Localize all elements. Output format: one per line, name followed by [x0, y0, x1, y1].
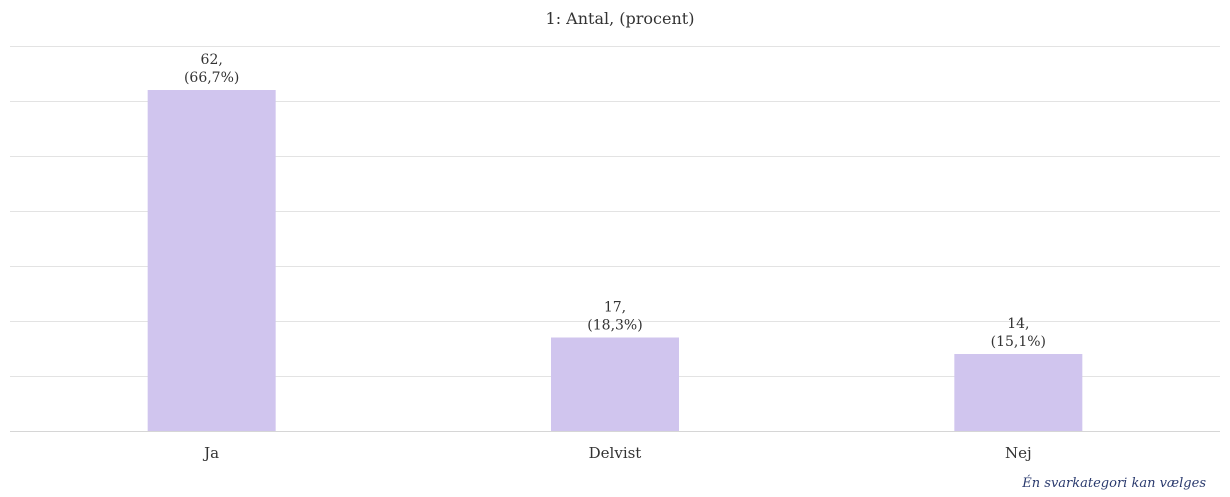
data-label-ja: 62, (66,7%) [184, 52, 239, 86]
data-labels-group: 62, (66,7%) 17, (18,3%) 14, (15,1%) [184, 52, 1046, 350]
bar-nej[interactable] [954, 354, 1083, 431]
data-label-delvist: 17, (18,3%) [587, 300, 642, 334]
category-label-ja: Ja [202, 444, 219, 462]
footnote: Én svarkategori kan vælges [1022, 476, 1206, 491]
data-label-nej: 14, (15,1%) [991, 316, 1046, 350]
category-label-nej: Nej [1005, 444, 1032, 462]
bar-ja[interactable] [147, 90, 276, 431]
category-label-delvist: Delvist [589, 444, 642, 462]
bars-group [147, 90, 1083, 432]
category-labels-group: Ja Delvist Nej [202, 444, 1031, 462]
bar-delvist[interactable] [551, 337, 679, 432]
chart-title: 1: Antal, (procent) [546, 9, 695, 28]
